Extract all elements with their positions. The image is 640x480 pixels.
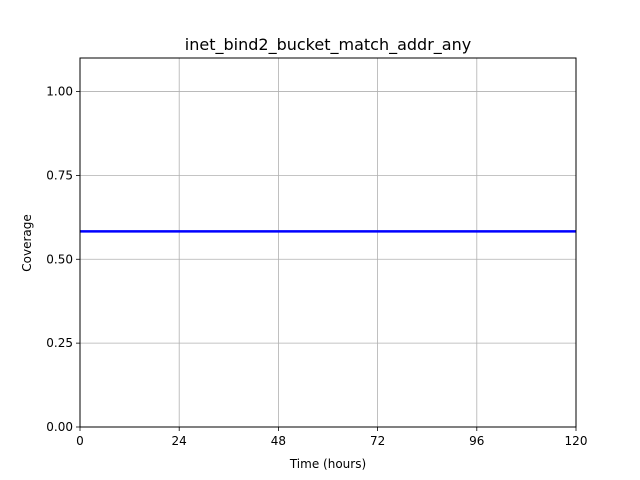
y-tick-label: 0.00 [46, 420, 73, 434]
x-tick-label: 72 [370, 434, 385, 448]
x-tick-label: 24 [172, 434, 187, 448]
x-axis-label: Time (hours) [289, 457, 366, 471]
chart-title: inet_bind2_bucket_match_addr_any [185, 35, 471, 55]
y-tick-label: 1.00 [46, 85, 73, 99]
grid [79, 58, 577, 428]
y-tick-label: 0.50 [46, 252, 73, 266]
y-tick-label: 0.75 [46, 168, 73, 182]
plot-frame [79, 57, 577, 428]
x-tick-label: 120 [565, 434, 588, 448]
y-tick-label: 0.25 [46, 336, 73, 350]
x-tick-label: 96 [469, 434, 484, 448]
x-tick-label: 0 [76, 434, 84, 448]
y-axis-label: Coverage [20, 214, 34, 272]
tick-group: 0 24 48 72 96 120 0.00 0.25 0.50 0.75 1.00 [46, 85, 587, 448]
x-tick-label: 48 [271, 434, 286, 448]
